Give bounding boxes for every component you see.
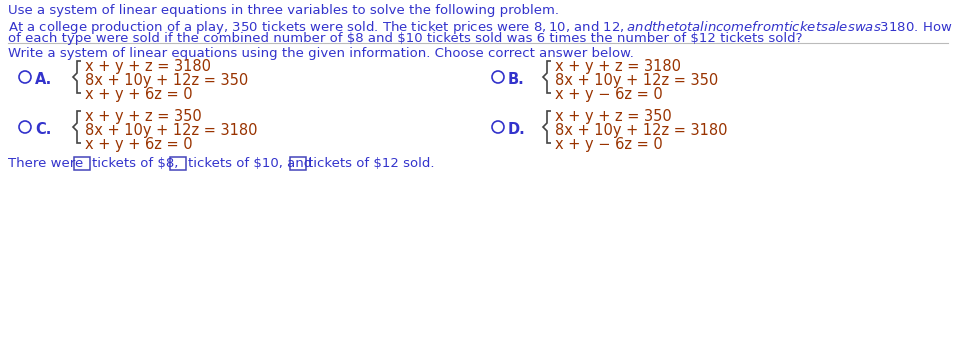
Text: tickets of $8,: tickets of $8, xyxy=(92,157,179,170)
Text: tickets of $12 sold.: tickets of $12 sold. xyxy=(308,157,434,170)
Text: 8x + 10y + 12z = 350: 8x + 10y + 12z = 350 xyxy=(85,73,249,88)
Text: x + y + z = 3180: x + y + z = 3180 xyxy=(85,59,211,74)
Text: x + y + z = 350: x + y + z = 350 xyxy=(85,109,202,124)
Text: D.: D. xyxy=(508,122,526,137)
Text: 8x + 10y + 12z = 3180: 8x + 10y + 12z = 3180 xyxy=(555,123,728,138)
Text: There were: There were xyxy=(8,157,83,170)
Text: A.: A. xyxy=(35,72,53,87)
Text: At a college production of a play, 350 tickets were sold. The ticket prices were: At a college production of a play, 350 t… xyxy=(8,19,956,36)
Text: x + y − 6z = 0: x + y − 6z = 0 xyxy=(555,137,663,152)
Text: Use a system of linear equations in three variables to solve the following probl: Use a system of linear equations in thre… xyxy=(8,4,559,17)
Text: x + y + z = 3180: x + y + z = 3180 xyxy=(555,59,681,74)
Text: x + y + 6z = 0: x + y + 6z = 0 xyxy=(85,87,192,102)
Text: 8x + 10y + 12z = 3180: 8x + 10y + 12z = 3180 xyxy=(85,123,257,138)
Text: tickets of $10, and: tickets of $10, and xyxy=(188,157,313,170)
Text: of each type were sold if the combined number of $8 and $10 tickets sold was 6 t: of each type were sold if the combined n… xyxy=(8,32,802,45)
Text: x + y + 6z = 0: x + y + 6z = 0 xyxy=(85,137,192,152)
Text: C.: C. xyxy=(35,122,52,137)
Text: x + y + z = 350: x + y + z = 350 xyxy=(555,109,672,124)
Text: B.: B. xyxy=(508,72,525,87)
Bar xyxy=(170,157,186,169)
Text: Write a system of linear equations using the given information. Choose correct a: Write a system of linear equations using… xyxy=(8,47,634,60)
Bar xyxy=(290,157,306,169)
Bar xyxy=(74,157,90,169)
Text: 8x + 10y + 12z = 350: 8x + 10y + 12z = 350 xyxy=(555,73,718,88)
Text: x + y − 6z = 0: x + y − 6z = 0 xyxy=(555,87,663,102)
